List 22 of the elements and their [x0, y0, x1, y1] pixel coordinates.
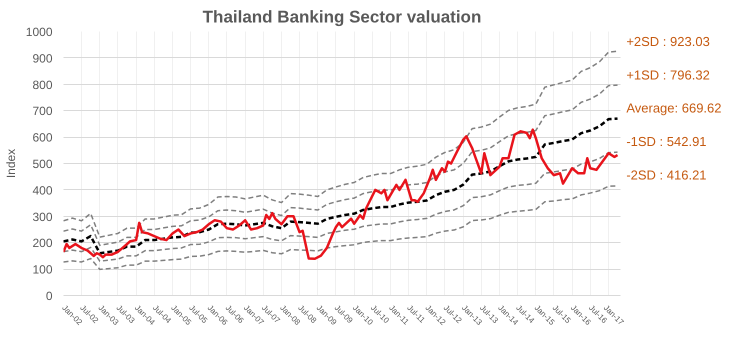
line-series [64, 84, 618, 246]
y-tick-label: 100 [32, 262, 53, 277]
y-tick-label: 200 [32, 236, 53, 250]
y-tick-label: 400 [32, 183, 53, 198]
y-tick-label: 800 [32, 78, 53, 92]
line-series [64, 50, 618, 238]
y-tick-label: 700 [32, 104, 53, 118]
line-series [64, 185, 618, 270]
y-axis-title: Index [4, 148, 18, 178]
chart-title: Thailand Banking Sector valuation [202, 8, 482, 26]
y-tick-label: 900 [32, 51, 53, 66]
y-tick-label: 500 [32, 157, 53, 171]
annotation: +2SD : 923.03 [626, 34, 710, 49]
y-tick-label: 600 [32, 130, 53, 145]
annotation: -2SD : 416.21 [626, 168, 707, 183]
annotation: +1SD : 796.32 [626, 67, 710, 82]
line-series [64, 151, 618, 262]
annotation: Average: 669.62 [626, 100, 722, 116]
y-tick-label: 0 [46, 289, 53, 303]
y-tick-label: 1000 [26, 25, 53, 39]
y-tick-label: 300 [32, 210, 53, 224]
annotation: -1SD : 542.91 [626, 134, 707, 150]
